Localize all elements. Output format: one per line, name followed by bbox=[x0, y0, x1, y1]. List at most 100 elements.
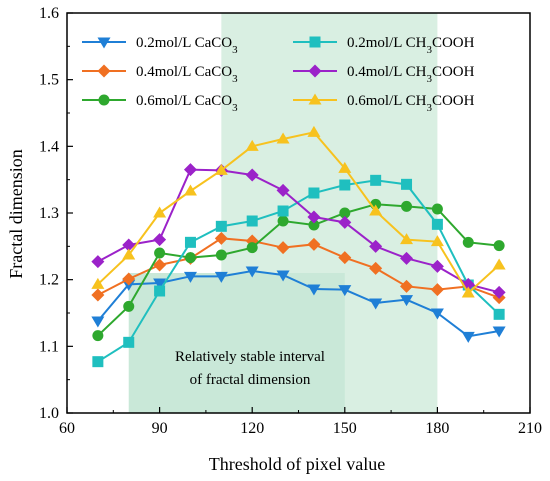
data-point bbox=[370, 174, 382, 186]
data-point bbox=[91, 288, 105, 302]
data-point bbox=[92, 356, 104, 368]
legend-item-5: 0.4mol/L CH3COOH bbox=[293, 64, 475, 85]
legend-label-main: 0.6mol/L CaCO bbox=[136, 93, 232, 109]
y-tick-label: 1.6 bbox=[39, 5, 59, 22]
data-point bbox=[369, 204, 383, 216]
legend-label: 0.2mol/L CH3COOH bbox=[347, 35, 475, 56]
data-point bbox=[245, 266, 259, 278]
data-point bbox=[277, 215, 289, 227]
series-4 bbox=[92, 174, 505, 368]
data-point bbox=[308, 187, 320, 199]
data-point bbox=[338, 161, 352, 173]
data-point bbox=[462, 236, 474, 248]
data-point bbox=[276, 132, 290, 144]
data-point bbox=[307, 284, 321, 296]
legend-item-6: 0.6mol/L CH3COOH bbox=[293, 93, 475, 114]
legend-label-subscript: 3 bbox=[426, 102, 432, 114]
series-line-4 bbox=[97, 179, 500, 363]
data-point bbox=[401, 178, 413, 190]
data-point bbox=[184, 252, 196, 264]
data-point bbox=[183, 271, 197, 283]
data-point bbox=[214, 271, 228, 283]
data-point bbox=[431, 218, 443, 230]
legend-item-1: 0.2mol/L CaCO3 bbox=[82, 35, 238, 56]
data-point bbox=[369, 239, 383, 253]
data-point bbox=[369, 261, 383, 275]
data-point bbox=[400, 295, 414, 307]
data-point bbox=[123, 300, 135, 312]
data-point bbox=[246, 242, 258, 254]
axes: 60 90 120 150 180 210 1.0 1.1 1.2 1.3 1.4 1.5 1.6 bbox=[39, 5, 542, 437]
legend-label-subscript: 3 bbox=[426, 44, 432, 56]
legend-label-main: 0.4mol/L CaCO bbox=[136, 64, 232, 80]
data-point bbox=[153, 206, 167, 218]
data-point bbox=[183, 184, 197, 196]
data-point bbox=[461, 286, 475, 298]
legend-label-main: 0.4mol/L CH bbox=[347, 64, 427, 80]
data-point bbox=[184, 236, 196, 248]
legend-label-subscript: 3 bbox=[232, 73, 238, 85]
legend-item-4: 0.2mol/L CH3COOH bbox=[293, 35, 475, 56]
series-2 bbox=[91, 231, 506, 305]
x-tick-label: 150 bbox=[333, 420, 357, 437]
legend-label-suffix: COOH bbox=[432, 64, 475, 80]
data-point bbox=[122, 248, 136, 260]
data-point bbox=[493, 308, 505, 320]
data-point bbox=[339, 179, 351, 191]
data-point bbox=[91, 316, 105, 328]
data-point bbox=[154, 285, 166, 297]
data-point bbox=[215, 220, 227, 232]
data-point bbox=[492, 326, 506, 338]
data-point bbox=[400, 233, 414, 245]
legend-label-suffix: COOH bbox=[432, 35, 475, 51]
data-point bbox=[92, 330, 104, 342]
series-5 bbox=[91, 163, 506, 299]
data-point bbox=[338, 285, 352, 297]
data-point bbox=[430, 283, 444, 297]
legend-label: 0.2mol/L CaCO3 bbox=[136, 35, 238, 56]
data-point bbox=[153, 233, 167, 247]
series-6 bbox=[91, 125, 506, 298]
series-layer bbox=[91, 125, 506, 368]
data-point bbox=[339, 207, 351, 219]
data-point bbox=[400, 279, 414, 293]
data-point bbox=[493, 240, 505, 252]
data-point bbox=[214, 231, 228, 245]
data-point bbox=[153, 278, 167, 290]
data-point bbox=[307, 210, 321, 224]
data-point bbox=[492, 258, 506, 270]
x-tick-label: 210 bbox=[518, 420, 542, 437]
data-point bbox=[276, 241, 290, 255]
data-point bbox=[430, 308, 444, 320]
data-point bbox=[123, 336, 135, 348]
series-3 bbox=[92, 198, 505, 342]
y-tick-label: 1.5 bbox=[39, 72, 59, 89]
data-point bbox=[153, 258, 167, 272]
data-point bbox=[91, 255, 105, 269]
data-point bbox=[307, 125, 321, 137]
legend-marker bbox=[308, 64, 322, 78]
legend-label: 0.4mol/L CaCO3 bbox=[136, 64, 238, 85]
legend-label-suffix: COOH bbox=[432, 93, 475, 109]
legend-label: 0.6mol/L CaCO3 bbox=[136, 93, 238, 114]
data-point bbox=[245, 168, 259, 182]
x-tick-label: 180 bbox=[425, 420, 449, 437]
data-point bbox=[338, 215, 352, 229]
legend-label: 0.6mol/L CH3COOH bbox=[347, 93, 475, 114]
legend-marker bbox=[97, 37, 111, 49]
data-point bbox=[276, 183, 290, 197]
data-point bbox=[430, 235, 444, 247]
y-tick-label: 1.1 bbox=[39, 338, 59, 355]
legend-label-main: 0.2mol/L CH bbox=[347, 35, 427, 51]
stable-interval-annotation: Relatively stable interval of fractal di… bbox=[175, 349, 325, 388]
data-point bbox=[91, 277, 105, 289]
legend-marker bbox=[308, 93, 322, 105]
y-tick-label: 1.0 bbox=[39, 405, 59, 422]
legend-label: 0.4mol/L CH3COOH bbox=[347, 64, 475, 85]
data-point bbox=[276, 270, 290, 282]
data-point bbox=[369, 298, 383, 310]
data-point bbox=[431, 203, 443, 215]
legend-label-main: 0.2mol/L CaCO bbox=[136, 35, 232, 51]
data-point bbox=[338, 251, 352, 265]
